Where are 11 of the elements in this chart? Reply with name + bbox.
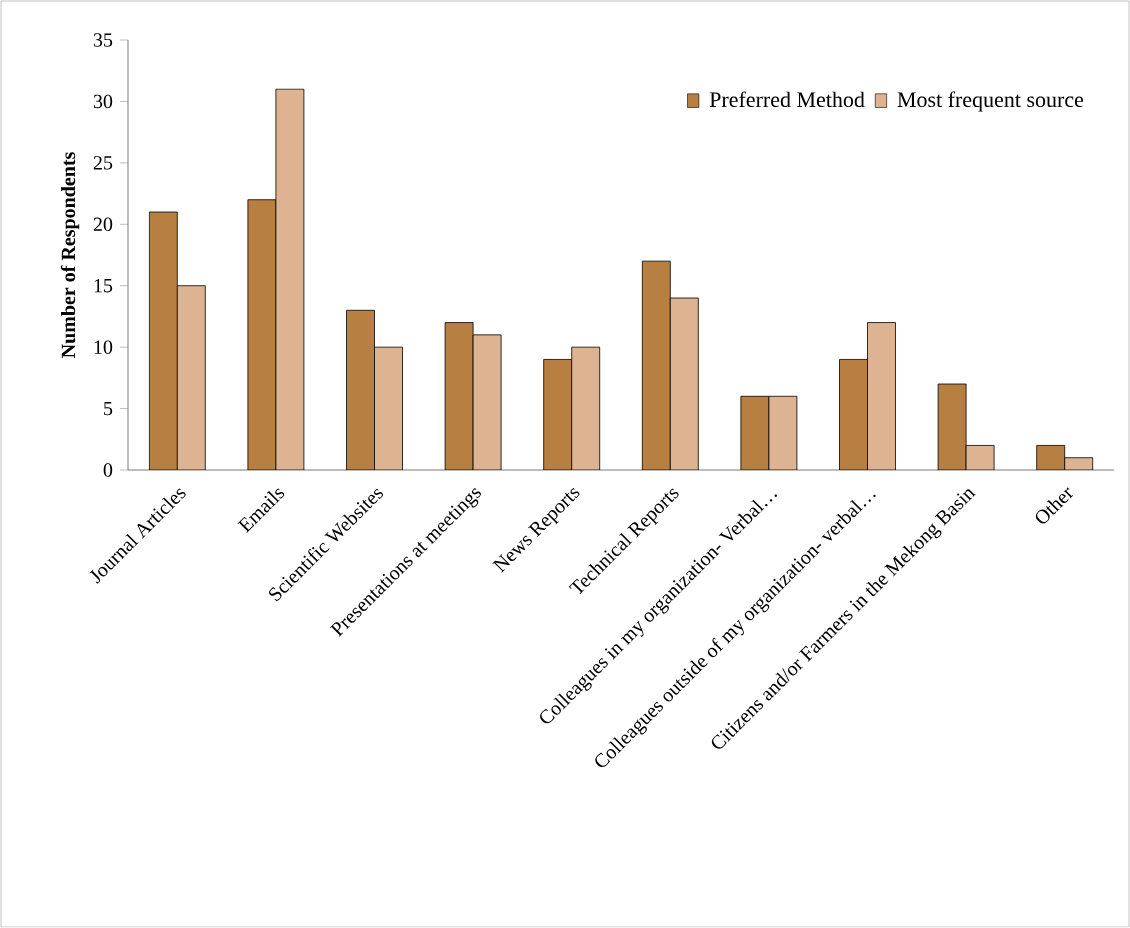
y-tick-label: 35 <box>93 33 113 47</box>
legend-label: Preferred Method <box>709 91 865 108</box>
y-tick-label: 5 <box>104 401 113 416</box>
legend-label: Most frequent source <box>897 91 1084 112</box>
y-tick-label: 15 <box>94 279 113 293</box>
y-axis-title: Number of Respondents <box>60 152 80 358</box>
y-tick-label: 0 <box>103 463 113 477</box>
y-tick-label: 25 <box>93 156 113 170</box>
y-tick-label: 10 <box>94 340 113 354</box>
y-tick-label: 30 <box>93 94 113 109</box>
y-tick-label: 20 <box>93 217 113 232</box>
